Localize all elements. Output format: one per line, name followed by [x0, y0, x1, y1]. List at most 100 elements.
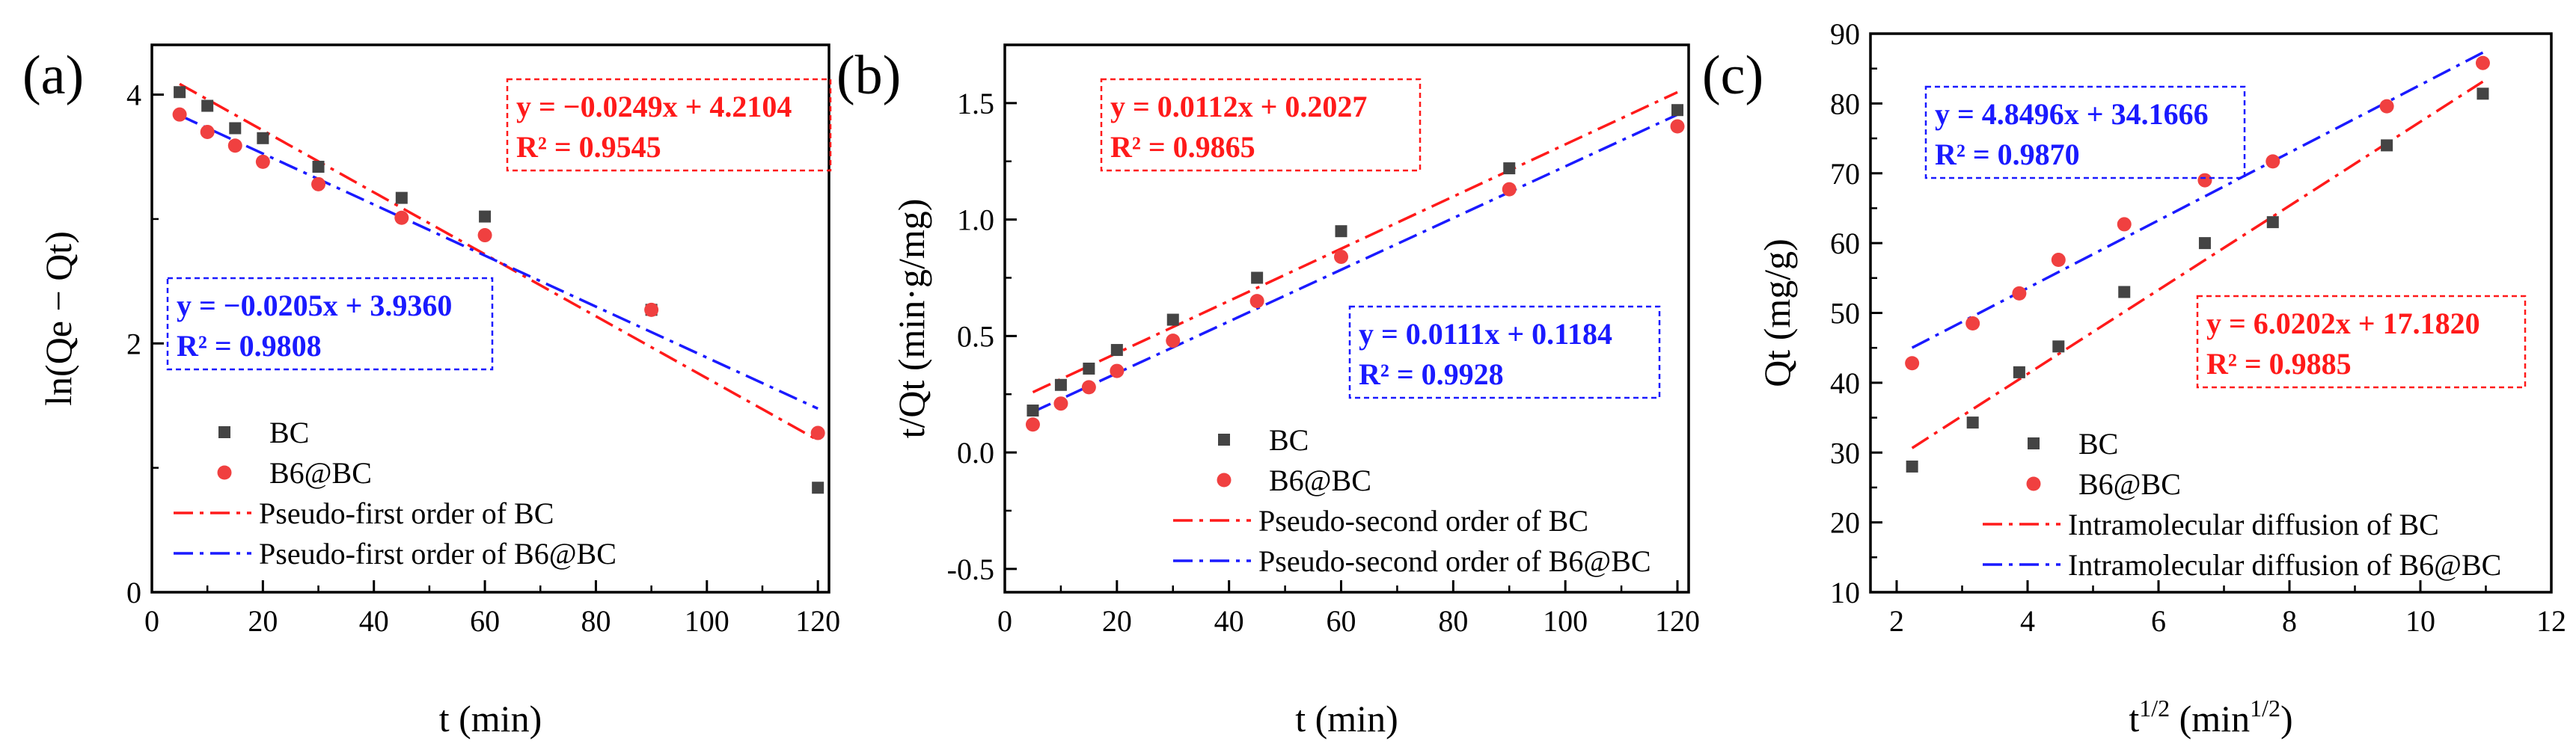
legend-label: BC [1269, 423, 1309, 457]
data-point-bc [1906, 460, 1918, 473]
data-point-bc [174, 86, 186, 99]
data-point-b6 [227, 138, 242, 153]
x-tick-label: 0 [997, 604, 1012, 638]
data-point-b6 [1249, 294, 1264, 309]
data-point-bc [1671, 104, 1684, 117]
x-tick-label: 120 [795, 604, 840, 638]
x-axis-title-part: (min [2170, 698, 2250, 740]
data-point-bc [479, 210, 492, 223]
x-tick-label: 100 [685, 604, 729, 638]
data-point-bc [1166, 313, 1179, 326]
fit-line [1911, 51, 2484, 349]
data-point-bc [395, 191, 408, 204]
data-point-b6 [2051, 253, 2066, 268]
equation-box [166, 277, 494, 371]
legend-marker-bc [1218, 434, 1230, 446]
x-tick-label: 60 [1327, 604, 1356, 638]
legend-marker-bc [2028, 437, 2040, 449]
data-point-bc [201, 99, 214, 112]
y-tick-label: 50 [1830, 297, 1860, 331]
data-point-b6 [1502, 182, 1517, 197]
plot-frame [150, 43, 830, 594]
y-tick-label: 20 [1830, 506, 1860, 540]
x-axis-title: t (min) [439, 698, 542, 740]
legend-label: B6@BC [269, 456, 372, 490]
y-tick-label: 0.5 [957, 319, 994, 353]
legend-label: Intramolecular diffusion of BC [2068, 508, 2439, 541]
data-point-bc [1083, 362, 1095, 375]
legend-label: B6@BC [1269, 464, 1371, 497]
data-point-b6 [1905, 356, 1920, 371]
data-point-b6 [2266, 154, 2280, 169]
x-tick-label: 40 [1214, 604, 1244, 638]
x-tick-label: 10 [2405, 604, 2435, 638]
data-point-bc [2381, 139, 2393, 152]
data-point-bc [1110, 344, 1123, 357]
data-point-b6 [2197, 173, 2212, 188]
fit-line [179, 114, 819, 411]
y-tick-label: 70 [1830, 157, 1860, 191]
legend-marker-b6 [2026, 476, 2041, 491]
data-point-b6 [2012, 286, 2027, 301]
equation-box [1100, 78, 1422, 172]
data-point-b6 [1965, 316, 1980, 331]
data-point-b6 [2379, 99, 2394, 114]
data-point-b6 [2475, 55, 2490, 70]
fit-line [1032, 90, 1678, 394]
y-tick-label: -0.5 [947, 553, 994, 586]
y-tick-label: 30 [1830, 436, 1860, 470]
data-point-b6 [1670, 119, 1685, 134]
legend-marker-b6 [1217, 473, 1232, 488]
data-point-bc [229, 122, 242, 135]
y-tick-label: 4 [126, 79, 141, 112]
x-tick-label: 2 [1889, 604, 1904, 638]
data-point-b6 [394, 210, 409, 225]
equation-text: y = 0.0111x + 0.1184 [1359, 317, 1612, 351]
data-point-bc [2198, 237, 2211, 250]
x-tick-label: 20 [1102, 604, 1132, 638]
data-point-bc [1054, 378, 1067, 391]
x-axis-title-part: ) [2280, 698, 2293, 740]
panel-label: (a) [22, 45, 84, 106]
fit-line [1911, 80, 2484, 449]
y-tick-label: 1.0 [957, 203, 994, 237]
data-point-bc [1251, 271, 1264, 284]
equation-text: y = 4.8496x + 34.1666 [1935, 97, 2209, 131]
data-point-b6 [1053, 396, 1068, 411]
data-point-bc [1027, 405, 1039, 417]
data-point-b6 [1334, 249, 1349, 264]
data-point-bc [1503, 162, 1516, 175]
y-tick-label: 90 [1830, 17, 1860, 51]
y-axis-title: Qt (mg/g) [1756, 239, 1798, 387]
data-point-b6 [477, 228, 492, 243]
legend-marker-bc [218, 426, 230, 438]
y-axis-title: t/Qt (min·g/mg) [890, 199, 932, 439]
equation-text: y = −0.0249x + 4.2104 [516, 90, 792, 123]
data-point-b6 [200, 124, 215, 139]
equation-box [2196, 295, 2527, 389]
data-point-bc [2118, 286, 2131, 298]
r-squared-text: R² = 0.9545 [516, 130, 661, 164]
x-axis-title: t1/2 (min1/2) [2129, 695, 2292, 740]
y-tick-label: 1.5 [957, 87, 994, 120]
equation-box [506, 78, 832, 172]
legend-label: Pseudo-second order of B6@BC [1258, 544, 1651, 578]
data-point-b6 [311, 176, 326, 191]
data-point-bc [2013, 366, 2025, 378]
x-tick-label: 0 [144, 604, 159, 638]
x-tick-label: 120 [1655, 604, 1700, 638]
x-axis-title: t (min) [1295, 698, 1398, 740]
equation-text: y = 6.0202x + 17.1820 [2206, 307, 2480, 340]
x-tick-label: 80 [1438, 604, 1468, 638]
data-point-bc [1966, 416, 1979, 429]
data-point-bc [257, 132, 269, 144]
legend-label: B6@BC [2078, 467, 2181, 501]
data-point-b6 [255, 154, 270, 169]
legend-label: Pseudo-first order of BC [259, 496, 554, 530]
equation-box [1348, 305, 1661, 399]
x-tick-label: 4 [2020, 604, 2035, 638]
x-tick-label: 6 [2151, 604, 2166, 638]
y-tick-label: 60 [1830, 227, 1860, 260]
